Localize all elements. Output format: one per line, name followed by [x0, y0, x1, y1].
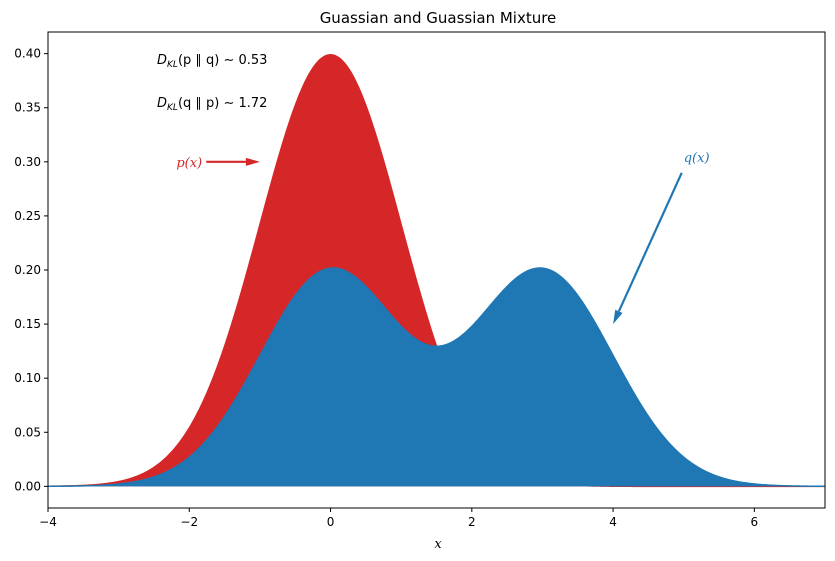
y-tick-label: 0.35 [14, 101, 41, 115]
line-qx [47, 267, 826, 488]
plot-areas [47, 54, 826, 488]
x-tick-label: 2 [468, 515, 476, 529]
y-tick-label: 0.05 [14, 425, 41, 439]
x-tick-label: 4 [609, 515, 617, 529]
arrow-shaft-qx [617, 172, 683, 312]
kl-annotations: DKL(p ∥ q) ∼ 0.53 DKL(q ∥ p) ∼ 1.72 [157, 53, 267, 113]
y-tick-label: 0.30 [14, 155, 41, 169]
x-tick-label: 6 [751, 515, 759, 529]
y-tick-label: 0.15 [14, 317, 41, 331]
y-tick-label: 0.20 [14, 263, 41, 277]
arrow-annotations: p(x) q(x) [176, 151, 710, 325]
arrow-head-px [245, 157, 260, 166]
y-tick-label: 0.40 [14, 47, 41, 61]
arrow-label-px: p(x) [176, 156, 202, 171]
x-tick-label: −2 [180, 515, 198, 529]
x-tick-label: 0 [327, 515, 335, 529]
kl-divergence-label: DKL(p ∥ q) ∼ 0.53 [157, 53, 267, 70]
y-tick-label: 0.25 [14, 209, 41, 223]
area-px [48, 54, 825, 487]
chart-title: Guassian and Guassian Mixture [320, 9, 557, 27]
x-axis-ticks: −4 −2 0 2 4 6 [39, 508, 758, 529]
y-tick-label: 0.10 [14, 371, 41, 385]
kl-divergence-label: DKL(q ∥ p) ∼ 1.72 [157, 96, 267, 113]
area-qx [48, 268, 825, 487]
arrow-label-qx: q(x) [684, 151, 710, 166]
y-tick-label: 0.00 [14, 479, 41, 493]
x-tick-label: −4 [39, 515, 57, 529]
x-axis-label: x [434, 537, 442, 552]
y-axis-ticks: 0.00 0.05 0.10 0.15 0.20 0.25 0.30 0.35 0.40 [14, 47, 48, 493]
arrow-head-qx [613, 309, 623, 325]
